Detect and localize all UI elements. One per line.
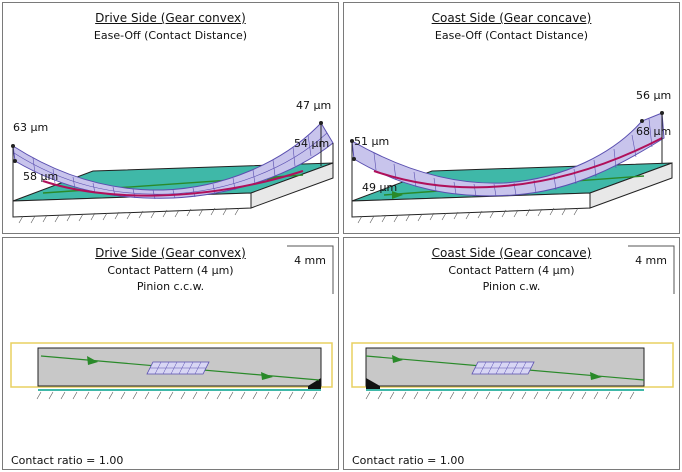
corner-dot [352, 157, 356, 161]
scale-bracket [287, 245, 334, 294]
path-arrow [392, 355, 403, 363]
contact-line [42, 170, 304, 197]
tooth-corner [366, 378, 380, 391]
value-top-right: 47 µm [296, 99, 332, 112]
base-hatch [357, 207, 579, 224]
panel-subtitle: Contact Pattern (4 µm) [107, 264, 234, 277]
contact-line [373, 137, 663, 189]
path-arrow [392, 191, 403, 199]
path-arrow [590, 372, 602, 380]
contact-grid [475, 361, 531, 375]
drive-contact-diagram [10, 245, 334, 400]
value-bottom-left: 49 µm [362, 181, 398, 194]
mesh-grid [13, 132, 328, 200]
panel-subtitle: Contact Pattern (4 µm) [448, 264, 575, 277]
coast-contact-pattern-panel: Coast Side (Gear concave) Contact Patter… [343, 237, 680, 470]
drive-contact-pattern-panel: Drive Side (Gear convex) Contact Pattern… [2, 237, 339, 470]
pattern-box [351, 342, 674, 388]
tooth-corner [308, 378, 321, 391]
value-bottom-right: 68 µm [636, 125, 672, 138]
contact-ratio: Contact ratio = 1.00 [352, 454, 465, 467]
scale-label: 4 mm [635, 254, 667, 267]
panel-subtitle: Ease-Off (Contact Distance) [93, 29, 248, 42]
scale-label: 4 mm [294, 254, 326, 267]
panel-subtitle: Ease-Off (Contact Distance) [434, 29, 589, 42]
coast-ease-off-panel: Coast Side (Gear concave) Ease-Off (Cont… [343, 2, 680, 234]
value-top-left: 63 µm [13, 121, 49, 134]
value-top-left: 51 µm [354, 135, 390, 148]
drive-ease-off-panel: Drive Side (Gear convex) Ease-Off (Conta… [2, 2, 339, 234]
base-hatch [18, 207, 240, 224]
coast-contact-diagram [351, 245, 675, 400]
pattern-box [10, 342, 333, 388]
base-side [589, 162, 673, 209]
root-hatch [365, 391, 635, 400]
path-arrow [87, 356, 98, 365]
corner-dot [319, 121, 323, 125]
value-bottom-left: 58 µm [23, 170, 59, 183]
base-side [250, 162, 334, 209]
corner-dot [13, 159, 17, 163]
drive-ease-off-diagram [11, 121, 334, 224]
pinion-rotation: Pinion c.w. [482, 280, 541, 293]
panel-title: Coast Side (Gear concave) [431, 11, 592, 25]
panel-title: Drive Side (Gear convex) [95, 246, 246, 260]
value-top-right: 56 µm [636, 89, 672, 102]
path-arrow [261, 372, 273, 380]
panel-title: Coast Side (Gear concave) [431, 246, 592, 260]
pinion-rotation: Pinion c.c.w. [136, 280, 205, 293]
corner-dot [640, 119, 644, 123]
scale-bracket [628, 245, 675, 294]
ease-off-surface [351, 112, 665, 197]
coast-ease-off-diagram [350, 111, 673, 224]
corner-dot [660, 111, 664, 115]
root-hatch [36, 391, 318, 400]
panel-title: Drive Side (Gear convex) [95, 11, 246, 25]
value-bottom-right: 54 µm [294, 137, 330, 150]
corner-dot [11, 144, 15, 148]
contact-grid [150, 361, 206, 375]
contact-ratio: Contact ratio = 1.00 [11, 454, 124, 467]
corner-dot [350, 139, 354, 143]
